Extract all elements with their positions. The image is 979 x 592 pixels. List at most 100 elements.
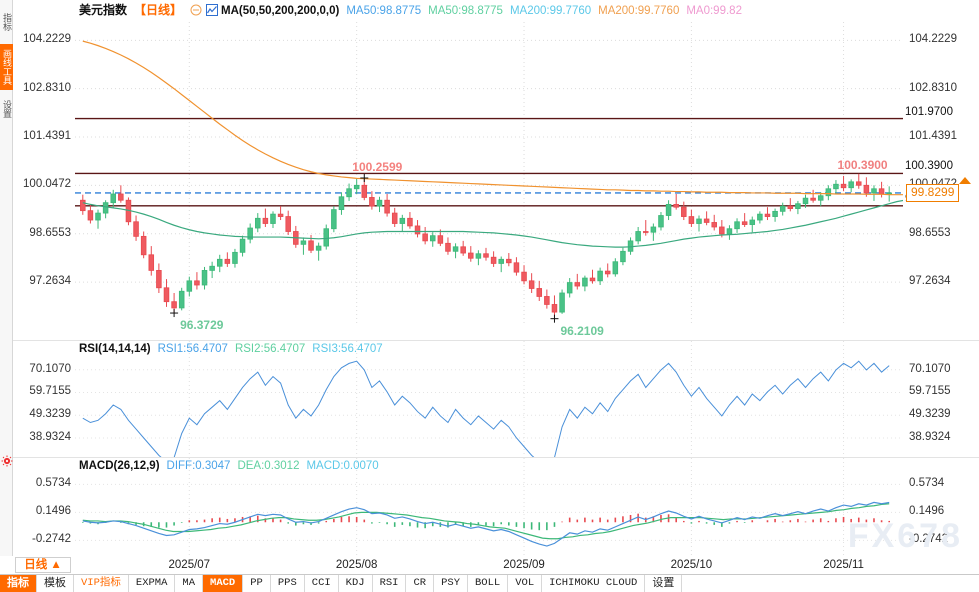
collapse-icon[interactable] [190,4,202,16]
toolbar-item[interactable]: PP [243,575,271,592]
toolbar-item[interactable]: VIP指标 [74,575,129,592]
rsi-legend: RSI(14,14,14) RSI1:56.4707 RSI2:56.4707 RSI… [79,343,383,356]
price-tick-left: 101.4391 [23,130,71,143]
rsi-axis-left: 70.1070 59.7155 49.3239 38.9324 [13,341,75,457]
toolbar-item[interactable]: CCI [305,575,339,592]
watermark: FX678 [847,517,963,555]
date-tick: 2025/11 [823,559,864,571]
toolbar-item[interactable]: CR [406,575,435,592]
date-tick: 2025/10 [670,559,713,571]
toolbar-item[interactable]: ICHIMOKU CLOUD [542,575,646,592]
rsi-tick-right: 38.9324 [909,431,951,443]
annotation-low: 96.3729 [180,318,224,333]
rsi-axis-right: 70.1070 59.7155 49.3239 38.9324 [903,341,979,457]
macd-tick-right: -0.2742 [909,533,949,546]
date-tick: 2025/07 [168,559,211,571]
macd-tick-left: 0.5734 [35,477,71,490]
macd-legend: MACD(26,12,9) DIFF:0.3047 DEA:0.3012 MACD:0… [79,460,379,473]
toolbar-item[interactable]: EXPMA [129,575,176,592]
rsi-tick-left: 59.7155 [29,385,71,398]
price-axis-right: 104.2229102.8310101.4391100.047298.65539… [903,0,979,340]
rsi-series-1: RSI2:56.4707 [234,343,306,355]
toolbar-item[interactable]: 指标 [0,575,37,592]
symbol-name: 美元指数 [79,3,128,17]
price-legend: 美元指数 【日线】 MA(50,50,200,200,0,0) MA50:98.87… [79,4,742,18]
toolbar-item[interactable]: MA [175,575,204,592]
annotation-low: 96.2109 [560,323,604,338]
price-tick-left: 98.6553 [29,226,71,239]
price-tick-right: 97.2634 [909,275,951,288]
rail-settings-tab[interactable]: 设置 [2,100,12,118]
macd-series-0: DIFF:0.3047 [166,460,231,472]
ma-series-3: MA200:99.7760 [598,5,680,17]
indicator-icon[interactable] [206,4,219,16]
toolbar-item[interactable]: PSY [434,575,468,592]
rsi-series-0: RSI1:56.4707 [157,343,228,355]
rsi-tick-left: 38.9324 [29,431,71,443]
price-tick-right: 101.4391 [909,130,957,143]
rail-indicator-tab[interactable]: 指标 [2,13,12,31]
date-axis: 日线 ▲ 2025/07 2025/08 2025/09 2025/10 2025/11 [13,556,979,574]
price-plot-area[interactable] [75,0,903,340]
ma-config-label: MA(50,50,200,200,0,0) [221,5,340,17]
rsi-panel: RSI(14,14,14) RSI1:56.4707 RSI2:56.4707 RSI… [13,341,979,457]
macd-tick-right: 0.1496 [909,505,945,518]
date-tick: 2025/09 [503,559,545,571]
rsi-plot-area[interactable] [75,341,903,457]
toolbar-item[interactable]: BOLL [468,575,509,592]
price-tick-right: 104.2229 [909,33,957,46]
macd-axis-left: 0.5734 0.1496 -0.2742 [13,458,75,556]
sun-icon[interactable] [1,455,13,467]
rsi-tick-right: 70.1070 [909,362,951,375]
toolbar-item[interactable]: 模板 [37,575,74,592]
toolbar-item[interactable]: 设置 [645,575,683,592]
rsi-tick-left: 70.1070 [29,362,71,375]
bottom-toolbar: 指标 模板 VIP指标 EXPMA MA MACD PP PPS CCI KDJ RSI CR PSY B… [0,574,979,592]
ma-series-4: MA0:99.82 [686,5,742,17]
timeframe-badge[interactable]: 日线 ▲ [15,557,71,573]
toolbar-filler [682,575,979,592]
toolbar-item[interactable]: RSI [373,575,407,592]
toolbar-item[interactable]: PPS [271,575,305,592]
rsi-tick-left: 49.3239 [29,408,71,421]
price-tick-left: 100.0472 [23,178,71,191]
rail-drawing-tools-tab[interactable]: 画线工具 [0,44,13,90]
current-price-flag[interactable]: 99.8299 [906,183,960,203]
price-tick-left: 104.2229 [23,33,71,46]
ma-series-1: MA50:98.8775 [428,5,503,17]
timeframe-label: 【日线】 [134,3,183,17]
price-tick-left: 97.2634 [29,275,71,288]
price-tick-right: 98.6553 [909,226,951,239]
macd-title: MACD(26,12,9) [79,460,160,472]
macd-panel: MACD(26,12,9) DIFF:0.3047 DEA:0.3012 MACD:0… [13,458,979,556]
macd-tick-right: 0.5734 [909,477,945,490]
ma-series-0: MA50:98.8775 [346,5,422,17]
price-tick-left: 102.8310 [23,81,71,94]
macd-series-2: MACD:0.0070 [306,460,379,472]
current-price-arrow [959,176,971,184]
date-tick: 2025/08 [335,559,378,571]
level-tag-inplot: 100.3900 [837,158,888,173]
panel-divider-2 [13,457,979,458]
toolbar-item[interactable]: KDJ [339,575,373,592]
price-tick-right: 102.8310 [909,81,957,94]
rsi-series-2: RSI3:56.4707 [312,343,383,355]
macd-plot-area[interactable] [75,458,903,556]
macd-tick-left: -0.2742 [31,533,71,546]
rsi-tick-right: 49.3239 [909,408,951,421]
toolbar-item[interactable]: VOL [508,575,543,592]
macd-series-1: DEA:0.3012 [237,460,300,472]
panel-divider-1 [13,340,979,341]
macd-axis-right: 0.5734 0.1496 -0.2742 [903,458,979,556]
macd-tick-left: 0.1496 [35,505,71,518]
level-label-right: 101.9700 [905,105,953,118]
rsi-tick-right: 59.7155 [909,385,951,398]
price-panel: 美元指数 【日线】 MA(50,50,200,200,0,0) MA50:98.87… [13,0,979,340]
ma-series-2: MA200:99.7760 [509,5,592,17]
annotation-high: 100.2599 [352,159,403,174]
price-axis-left: 104.2229 102.8310 101.4391 100.0472 98.6553 9… [13,0,75,340]
rsi-title: RSI(14,14,14) [79,343,151,355]
toolbar-item[interactable]: MACD [203,575,244,592]
left-toolbar-rail: 指标 画线工具 设置 [0,0,13,556]
